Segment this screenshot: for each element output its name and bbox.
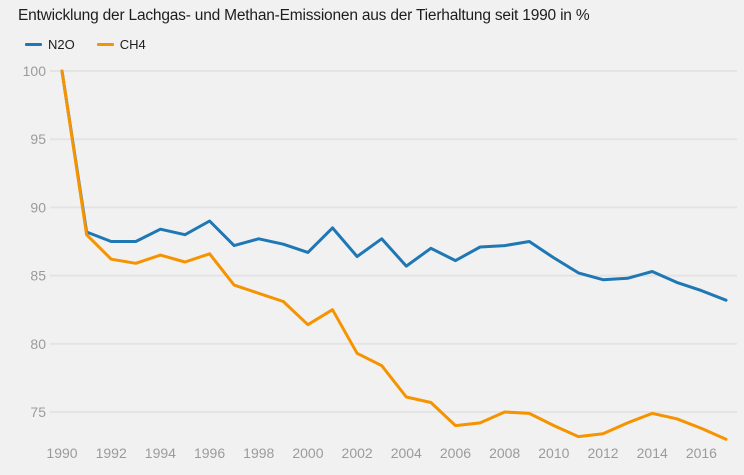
legend-item-n2o: N2O [25, 37, 75, 52]
ch4-line [60, 69, 728, 441]
y-tick-label: 80 [30, 336, 46, 352]
x-tick-label: 1990 [46, 445, 77, 461]
legend: N2O CH4 [25, 37, 146, 52]
ch4-line-swatch-icon [96, 43, 114, 46]
x-tick-label: 2008 [489, 445, 520, 461]
legend-item-ch4: CH4 [96, 37, 146, 52]
y-tick-label: 95 [30, 131, 46, 147]
legend-label-n2o: N2O [48, 37, 75, 52]
x-tick-label: 2014 [637, 445, 668, 461]
x-tick-label: 2004 [391, 445, 422, 461]
x-tick-label: 1992 [96, 445, 127, 461]
x-tick-label: 2002 [342, 445, 373, 461]
legend-label-ch4: CH4 [119, 37, 146, 52]
x-tick-label: 2016 [686, 445, 717, 461]
chart-title: Entwicklung der Lachgas- und Methan-Emis… [18, 7, 590, 24]
y-tick-label: 100 [23, 63, 47, 79]
x-tick-label: 2000 [292, 445, 323, 461]
x-tick-label: 2012 [587, 445, 618, 461]
y-tick-label: 75 [30, 404, 46, 420]
y-tick-label: 90 [30, 199, 46, 215]
x-tick-label: 1994 [145, 445, 176, 461]
n2o-line-swatch-icon [25, 43, 42, 46]
x-tick-label: 2010 [538, 445, 569, 461]
x-tick-label: 2006 [440, 445, 471, 461]
x-tick-label: 1998 [243, 445, 274, 461]
x-tick-label: 1996 [194, 445, 225, 461]
y-tick-label: 85 [30, 268, 46, 284]
n2o-line [60, 69, 728, 302]
